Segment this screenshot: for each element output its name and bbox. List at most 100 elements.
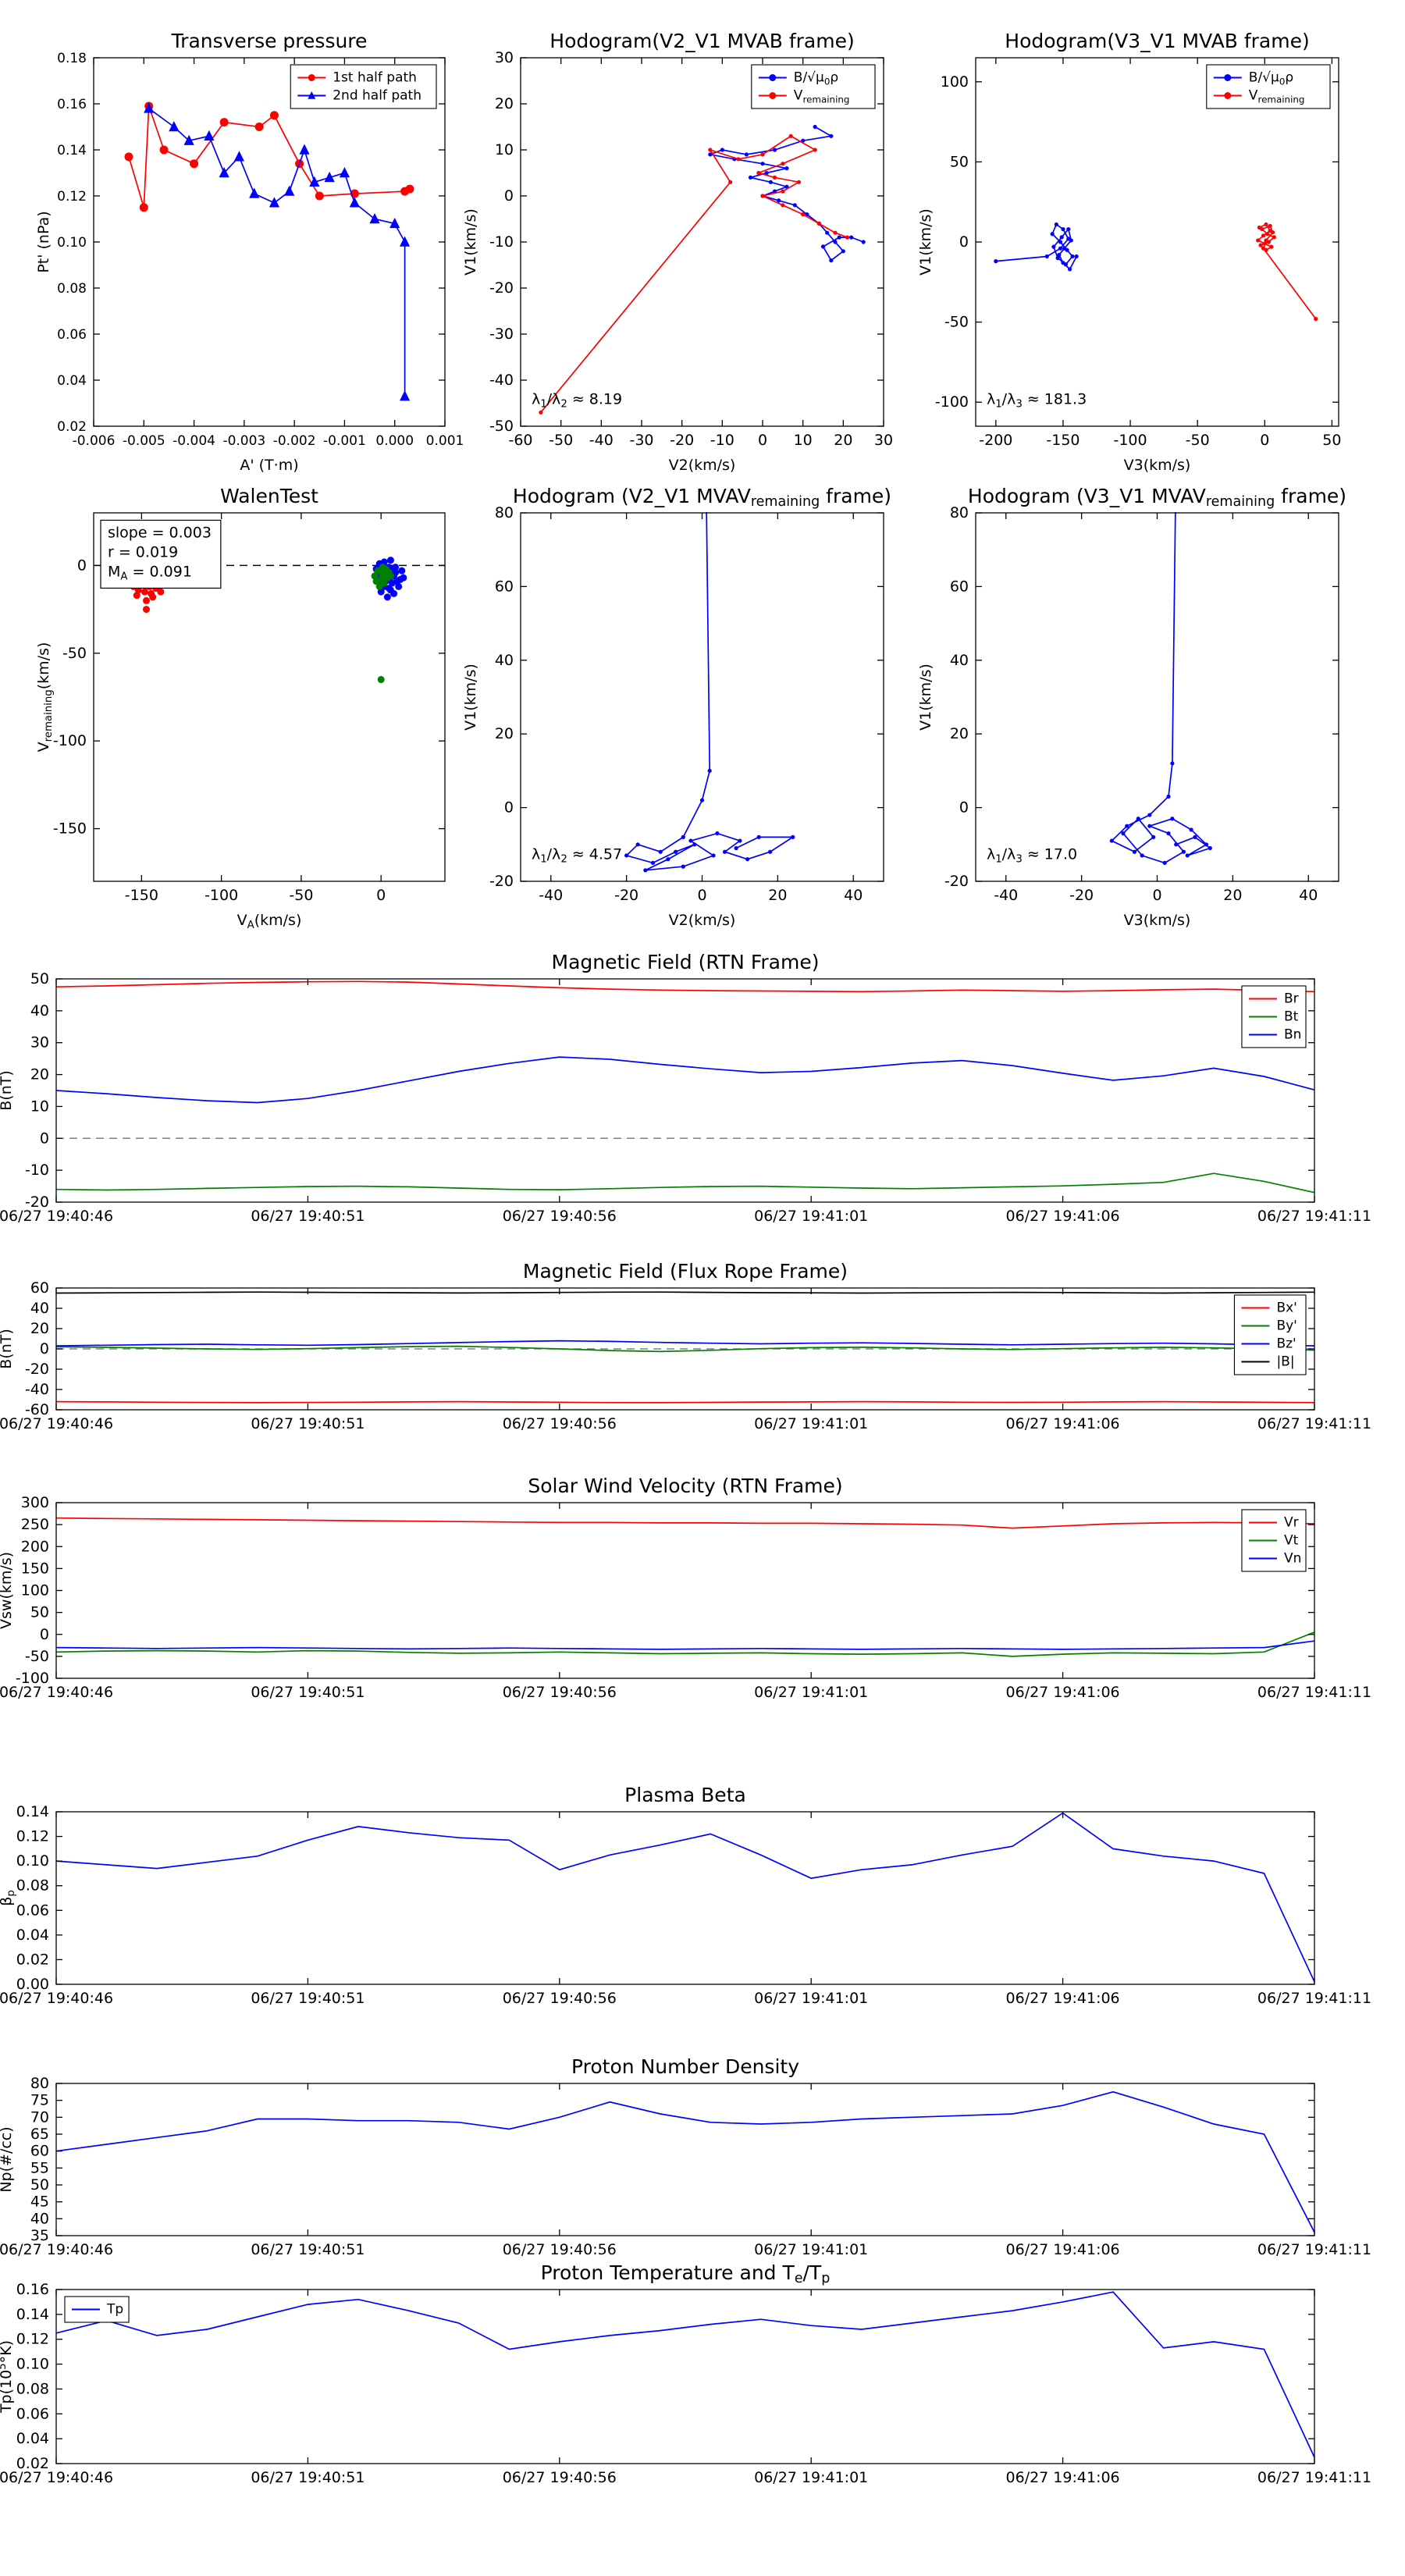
x-tick-label: 06/27 19:40:51 — [251, 1415, 365, 1432]
y-axis-label: V1(km/s) — [917, 208, 934, 276]
x-axis-label: VA​(km/s) — [237, 912, 302, 931]
legend-label: Vt — [1284, 1533, 1299, 1549]
axis-ticks: -0.006 -0.005 -0.004 -0.003 -0.002 -0.001 0.00… — [57, 51, 464, 449]
series-markers-V-remaining — [1256, 222, 1318, 322]
y-tick-label: -10 — [489, 233, 514, 251]
y-axis-label: Np(#/cc) — [0, 2126, 15, 2192]
series-markers-V-remaining — [539, 133, 850, 415]
x-tick-label: 06/27 19:40:51 — [251, 2241, 365, 2258]
x-tick-label: 06/27 19:41:06 — [1006, 1684, 1120, 1701]
x-tick-label: -50 — [289, 887, 313, 904]
axis-ticks: 06/27 19:40:46 06/27 19:40:51 06/27 19:40:… — [0, 970, 1371, 1225]
series-group — [624, 512, 795, 873]
y-tick-label: 0.14 — [57, 143, 87, 158]
y-tick-label: 0.10 — [16, 2356, 49, 2373]
y-tick-label: 0.04 — [16, 1927, 49, 1944]
svg-text:MA​ = 0.091: MA​ = 0.091 — [108, 563, 192, 582]
y-axis-label: βp​ — [0, 1890, 17, 1906]
x-tick-label: -40 — [994, 887, 1018, 904]
y-tick-label: 0 — [504, 799, 514, 817]
series-line-Vn — [55, 1640, 1315, 1650]
svg-text:λ1​/λ2​ ≈ 8.19: λ1​/λ2​ ≈ 8.19 — [532, 391, 622, 411]
series-group — [55, 1517, 1315, 1657]
chart-title: Magnetic Field (RTN Frame) — [552, 951, 820, 973]
x-tick-label: 06/27 19:41:11 — [1257, 2469, 1371, 2486]
series-line-Np — [55, 2090, 1315, 2233]
y-tick-label: 0.02 — [16, 2455, 49, 2472]
y-tick-label: 0.14 — [16, 2306, 49, 2323]
x-tick-label: 06/27 19:40:51 — [251, 1208, 365, 1225]
x-tick-label: 06/27 19:41:06 — [1006, 1990, 1120, 2007]
y-tick-label: 45 — [30, 2194, 49, 2211]
legend: Vr Vt Vn — [1241, 1509, 1307, 1572]
annotation: slope = 0.003 r = 0.019 MA​ = 0.091 — [100, 519, 222, 589]
axis-ticks: 06/27 19:40:46 06/27 19:40:51 06/27 19:40:… — [0, 1279, 1371, 1432]
y-tick-label: 20 — [30, 1066, 49, 1083]
x-tick-label: 06/27 19:40:46 — [0, 1684, 113, 1701]
chart-title: Hodogram(V2_V1 MVAB frame) — [550, 30, 854, 52]
annotation: λ1​/λ2​ ≈ 4.57 — [532, 846, 622, 866]
legend-label: 1st half path — [333, 70, 417, 86]
x-tick-label: 06/27 19:41:06 — [1006, 2469, 1120, 2486]
plot-frame — [55, 978, 1315, 1203]
legend-label: Bz' — [1276, 1336, 1296, 1352]
x-tick-label: -0.004 — [173, 433, 215, 449]
y-tick-label: 0.02 — [57, 419, 87, 435]
x-tick-label: 06/27 19:41:01 — [754, 2241, 868, 2258]
x-tick-label: -40 — [589, 432, 614, 449]
legend-label: Bx' — [1276, 1300, 1297, 1316]
y-tick-label: 60 — [30, 2143, 49, 2160]
legend-label: By' — [1276, 1318, 1297, 1334]
series-line-Bz-prime — [55, 1340, 1315, 1347]
y-tick-label: 40 — [30, 1002, 49, 1019]
y-tick-label: 0 — [959, 233, 969, 251]
legend-label: B/√μ0​ρ — [794, 70, 838, 87]
x-tick-label: 06/27 19:40:46 — [0, 1208, 113, 1225]
x-tick-label: 06/27 19:41:06 — [1006, 1415, 1120, 1432]
x-tick-label: 06/27 19:40:46 — [0, 1415, 113, 1432]
legend-label: Bt — [1284, 1009, 1299, 1025]
y-tick-label: 40 — [30, 1300, 49, 1317]
x-tick-label: 06/27 19:41:01 — [754, 1208, 868, 1225]
y-tick-label: 0.10 — [57, 235, 87, 251]
x-tick-label: 20 — [1223, 887, 1242, 904]
y-tick-label: -30 — [489, 326, 514, 343]
x-tick-label: 06/27 19:41:06 — [1006, 2241, 1120, 2258]
y-axis-label: Vsw(km/s) — [0, 1552, 15, 1629]
plot-background — [976, 58, 1339, 426]
axis-ticks: -60 -50 -40 -30 -20 -10 0 10 20 30-50-40-30-20-10… — [489, 49, 893, 449]
legend: Bx' By' Bz' |B| — [1233, 1294, 1307, 1375]
series-markers-1st-half-path — [124, 101, 414, 212]
y-tick-label: -10 — [25, 1162, 49, 1179]
y-tick-label: -60 — [25, 1401, 49, 1418]
chart-proton-density: 06/27 19:40:46 06/27 19:40:51 06/27 19:40:… — [0, 2055, 1371, 2258]
x-tick-label: 0.001 — [426, 433, 464, 449]
y-tick-label: 0.14 — [16, 1803, 49, 1820]
x-tick-label: 06/27 19:41:01 — [754, 1990, 868, 2007]
plot-background — [56, 1812, 1314, 1984]
chart-title: Hodogram (V2_V1 MVAVremaining​ frame) — [513, 485, 891, 510]
legend-label: Bn — [1284, 1027, 1301, 1043]
series-group — [55, 980, 1315, 1194]
chart-title: Proton Temperature and Te​/Tp​ — [541, 2261, 831, 2286]
y-tick-label: 20 — [495, 725, 514, 742]
x-tick-label: 10 — [794, 432, 813, 449]
series-line-Bn — [55, 1056, 1315, 1104]
x-tick-label: 06/27 19:40:56 — [503, 1990, 617, 2007]
x-tick-label: -200 — [979, 432, 1012, 449]
x-tick-label: 06/27 19:40:51 — [251, 1990, 365, 2007]
y-tick-label: 0.08 — [57, 281, 87, 297]
y-tick-label: 0.08 — [16, 2380, 49, 2397]
y-tick-label: -100 — [935, 393, 969, 411]
x-axis-label: A' (T·m) — [240, 457, 298, 474]
x-tick-label: 06/27 19:40:56 — [503, 1208, 617, 1225]
y-tick-label: 100 — [21, 1582, 49, 1599]
y-tick-label: -40 — [25, 1381, 49, 1398]
y-tick-label: 0 — [40, 1340, 49, 1357]
y-tick-label: 0 — [504, 187, 514, 205]
y-tick-label: 70 — [30, 2108, 49, 2126]
y-tick-label: 50 — [30, 970, 49, 987]
